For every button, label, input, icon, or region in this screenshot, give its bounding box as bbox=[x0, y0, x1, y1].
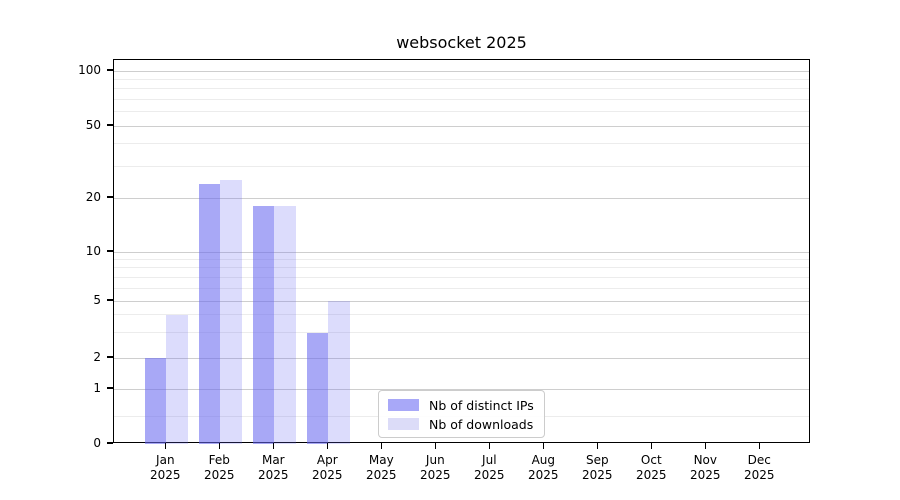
bar-downloads bbox=[328, 301, 350, 444]
y-gridline-minor bbox=[114, 267, 809, 269]
y-gridline-minor bbox=[114, 165, 809, 167]
y-tick bbox=[107, 387, 113, 389]
y-gridline-minor bbox=[114, 88, 809, 90]
x-tick-label: Sep 2025 bbox=[582, 453, 613, 482]
x-tick-label: Apr 2025 bbox=[312, 453, 343, 482]
y-gridline-major bbox=[114, 70, 809, 72]
y-gridline-minor bbox=[114, 143, 809, 145]
y-gridline-minor bbox=[114, 111, 809, 113]
legend-label: Nb of downloads bbox=[429, 416, 534, 432]
x-tick-label: Feb 2025 bbox=[204, 453, 235, 482]
legend-swatch-downloads bbox=[388, 418, 419, 430]
y-tick bbox=[107, 124, 113, 126]
y-tick bbox=[107, 250, 113, 252]
y-gridline-minor bbox=[114, 276, 809, 278]
y-gridline-minor bbox=[114, 78, 809, 80]
y-gridline-major bbox=[114, 251, 809, 253]
plot-canvas bbox=[114, 60, 809, 444]
bar-downloads bbox=[220, 180, 242, 444]
y-tick-label: 1 bbox=[93, 381, 101, 395]
x-tick-label: Nov 2025 bbox=[690, 453, 721, 482]
y-tick-label: 10 bbox=[85, 244, 101, 258]
x-tick-label: Dec 2025 bbox=[744, 453, 775, 482]
y-tick bbox=[107, 196, 113, 198]
legend-row: Nb of downloads bbox=[388, 416, 536, 432]
x-tick-label: Oct 2025 bbox=[636, 453, 667, 482]
bar-distinct-ips bbox=[306, 332, 329, 444]
x-tick bbox=[596, 443, 598, 449]
x-tick-label: Jan 2025 bbox=[150, 453, 181, 482]
bar-distinct-ips bbox=[198, 183, 221, 444]
x-tick bbox=[650, 443, 652, 449]
bar-distinct-ips bbox=[252, 206, 275, 444]
y-tick-label: 20 bbox=[85, 190, 101, 204]
y-gridline-minor bbox=[114, 332, 809, 334]
x-tick-label: Jun 2025 bbox=[420, 453, 451, 482]
y-gridline-major bbox=[114, 125, 809, 127]
legend: Nb of distinct IPs Nb of downloads bbox=[378, 390, 545, 438]
x-tick bbox=[758, 443, 760, 449]
y-gridline-major bbox=[114, 300, 809, 302]
x-tick bbox=[164, 443, 166, 449]
x-tick bbox=[326, 443, 328, 449]
x-tick bbox=[380, 443, 382, 449]
y-tick-label: 100 bbox=[78, 63, 101, 77]
x-tick-label: Aug 2025 bbox=[528, 453, 559, 482]
bar-downloads bbox=[274, 206, 296, 444]
y-gridline-minor bbox=[114, 314, 809, 316]
y-tick-label: 50 bbox=[85, 118, 101, 132]
y-tick-label: 0 bbox=[93, 436, 101, 450]
x-tick-label: Mar 2025 bbox=[258, 453, 289, 482]
x-tick bbox=[542, 443, 544, 449]
x-tick bbox=[272, 443, 274, 449]
x-tick bbox=[434, 443, 436, 449]
y-gridline-major bbox=[114, 388, 809, 390]
y-tick bbox=[107, 442, 113, 444]
chart-title: websocket 2025 bbox=[396, 33, 527, 52]
legend-row: Nb of distinct IPs bbox=[388, 397, 536, 413]
y-tick bbox=[107, 69, 113, 71]
x-tick bbox=[218, 443, 220, 449]
y-gridline-minor bbox=[114, 287, 809, 289]
y-tick bbox=[107, 299, 113, 301]
y-gridline-minor bbox=[114, 258, 809, 260]
legend-label: Nb of distinct IPs bbox=[429, 397, 534, 413]
y-gridline-major bbox=[114, 357, 809, 359]
y-tick bbox=[107, 356, 113, 358]
y-gridline-major bbox=[114, 197, 809, 199]
bar-downloads bbox=[166, 314, 188, 444]
y-tick-label: 5 bbox=[93, 293, 101, 307]
x-tick-label: Jul 2025 bbox=[474, 453, 505, 482]
x-tick-label: May 2025 bbox=[366, 453, 397, 482]
x-tick bbox=[704, 443, 706, 449]
plot-area bbox=[113, 59, 810, 444]
legend-swatch-distinct-ips bbox=[388, 399, 419, 411]
y-gridline-minor bbox=[114, 98, 809, 100]
bar-distinct-ips bbox=[144, 358, 167, 444]
x-tick bbox=[488, 443, 490, 449]
y-tick-label: 2 bbox=[93, 350, 101, 364]
